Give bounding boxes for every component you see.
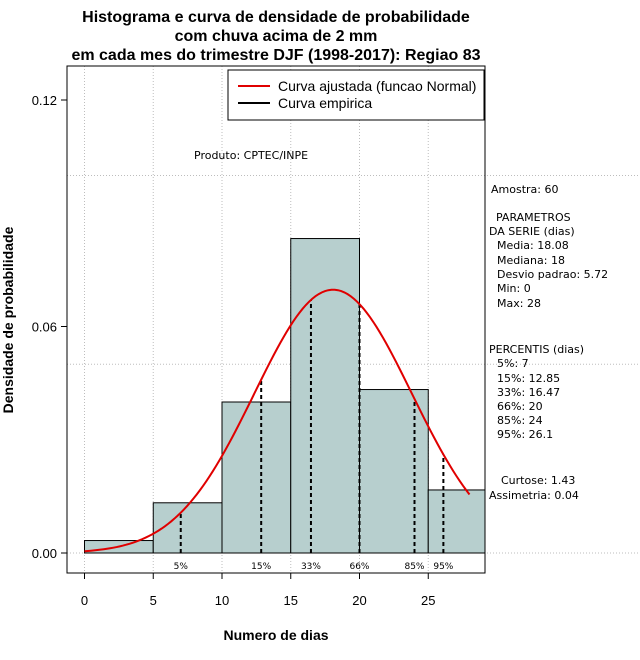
percentile-label-2: 33% [301, 562, 321, 572]
percentile-label-0: 5% [174, 562, 189, 572]
percentile-label-1: 15% [251, 562, 271, 572]
x-axis-title: Numero de dias [223, 627, 328, 643]
stat-mean: Media: 18.08 [497, 239, 569, 252]
legend: Curva ajustada (funcao Normal) Curva emp… [227, 69, 485, 121]
stat-kurtosis: Curtose: 1.43 [501, 474, 575, 487]
x-tick-label-1: 5 [150, 593, 157, 608]
legend-box [227, 69, 485, 121]
histogram-bar-4 [359, 389, 429, 554]
stats-panel: Amostra: 60 PARAMETROS DA SERIE (dias) M… [489, 183, 608, 502]
x-tick-label-3: 15 [284, 593, 298, 608]
y-tick-label-1: 0.06 [32, 320, 57, 335]
stat-min: Min: 0 [497, 282, 531, 295]
stat-p5: 5%: 7 [497, 357, 529, 370]
x-tick-label-2: 10 [215, 593, 229, 608]
stat-sample: Amostra: 60 [491, 183, 558, 196]
histogram-bar-3 [290, 238, 360, 554]
percentile-label-3: 66% [349, 562, 369, 572]
stat-stddev: Desvio padrao: 5.72 [497, 268, 608, 281]
stat-p85: 85%: 24 [497, 414, 543, 427]
y-tick-label-2: 0.12 [32, 93, 57, 108]
chart-title-line-2: com chuva acima de 2 mm [175, 28, 378, 45]
legend-label-fitted: Curva ajustada (funcao Normal) [278, 78, 476, 94]
stat-p95: 95%: 26.1 [497, 428, 553, 441]
chart-title-line-1: Histograma e curva de densidade de proba… [82, 9, 470, 26]
stat-params-subheading: DA SERIE (dias) [489, 225, 575, 238]
y-axis-title: Densidade de probabilidade [0, 226, 16, 413]
y-tick-label-0: 0.00 [32, 546, 57, 561]
x-tick-label-4: 20 [352, 593, 366, 608]
x-tick-label-5: 25 [421, 593, 435, 608]
percentile-label-4: 85% [404, 562, 424, 572]
stat-p33: 33%: 16.47 [497, 386, 560, 399]
stat-median: Mediana: 18 [497, 254, 565, 267]
stat-p15: 15%: 12.85 [497, 372, 560, 385]
percentile-label-5: 95% [433, 562, 453, 572]
x-tick-label-0: 0 [81, 593, 88, 608]
chart-title-line-3: em cada mes do trimestre DJF (1998-2017)… [71, 47, 480, 64]
histogram-bar-1 [152, 502, 223, 554]
plot-frame [66, 65, 486, 574]
stat-params-heading: PARAMETROS [496, 211, 571, 224]
stat-p66: 66%: 20 [497, 400, 543, 413]
stat-max: Max: 28 [497, 297, 541, 310]
histogram-bar-2 [221, 401, 292, 554]
plot-area: 5% 15% 33% 66% 85% 95% 0 5 10 15 20 25 0.00 0.06 0.12 [32, 65, 640, 608]
histogram-bars [84, 238, 485, 554]
source-credit: Produto: CPTEC/INPE [194, 149, 308, 162]
stat-percentiles-heading: PERCENTIS (dias) [489, 343, 584, 356]
legend-label-empirical: Curva empirica [278, 95, 372, 111]
histogram-bar-5 [427, 489, 485, 554]
normal-curve-line [84, 288, 471, 553]
stat-skewness: Assimetria: 0.04 [489, 489, 579, 502]
